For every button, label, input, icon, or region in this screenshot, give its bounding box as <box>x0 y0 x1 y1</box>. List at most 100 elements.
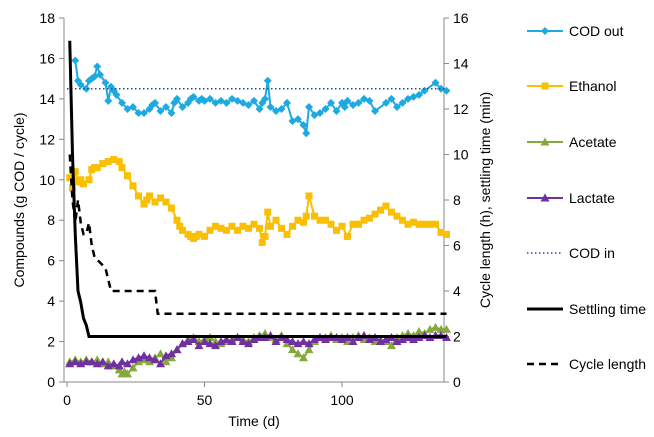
acetate-point <box>403 328 413 337</box>
ethanol-point <box>239 222 247 230</box>
ethanol-point <box>115 158 123 166</box>
lactate-point <box>299 337 308 346</box>
ethanol-point <box>140 200 148 208</box>
cod-out-point <box>129 102 137 111</box>
lactate-point <box>128 355 138 364</box>
cod-out-point <box>162 102 170 111</box>
acetate-point <box>442 324 451 333</box>
cod-out-point <box>283 98 291 107</box>
lactate-point <box>271 337 281 346</box>
lactate-point <box>172 345 182 354</box>
ethanol-point <box>228 222 236 230</box>
tick-labels: 0 2 4 6 8 10 12 14 16 18 0 2 4 6 8 10 12 14 16 0 50 100 <box>39 10 468 408</box>
acetate-point <box>288 345 297 354</box>
cod-out-point <box>398 98 407 107</box>
y-right-tick-label: 16 <box>453 10 469 26</box>
cod-out-point <box>365 96 374 105</box>
ethanol-point <box>278 224 285 232</box>
lactate-point <box>76 359 86 368</box>
y-left-tick-label: 8 <box>47 212 55 228</box>
ethanol-point <box>371 210 379 218</box>
ethanol-point <box>443 230 450 238</box>
cod-out-point <box>76 80 85 89</box>
ethanol-point <box>333 226 340 234</box>
series-group <box>65 40 451 378</box>
legend-label: Acetate <box>569 134 617 150</box>
legend-label: COD in <box>569 245 615 261</box>
ethanol-point <box>256 224 263 232</box>
acetate-point <box>167 353 176 362</box>
ethanol-point <box>223 226 230 234</box>
y-axis-left-title: Compounds (g COD / cycle) <box>11 112 27 287</box>
cycle-length-line <box>68 154 447 315</box>
lactate-point <box>87 357 97 366</box>
lactate-point <box>145 353 154 362</box>
acetate-point <box>128 363 138 372</box>
acetate-point <box>425 324 435 333</box>
series-cycle-length <box>68 154 447 315</box>
lactate-point <box>123 359 132 368</box>
lactate-point <box>381 335 391 344</box>
lactate-point <box>376 337 385 346</box>
cod-out-point <box>101 78 110 87</box>
cod-out-point <box>299 121 308 130</box>
ethanol-point <box>289 222 296 230</box>
ethanol-point <box>421 220 428 228</box>
ethanol-point <box>322 216 329 224</box>
ethanol-point <box>195 230 203 238</box>
ethanol-point <box>93 164 101 172</box>
cod-out-point <box>173 94 181 103</box>
ethanol-point <box>135 192 142 200</box>
cod-out-point <box>302 129 311 138</box>
cod-out-point <box>189 92 198 101</box>
cod-out-point <box>167 109 176 118</box>
cod-out-point <box>263 76 272 85</box>
legend-item-acetate: Acetate <box>527 134 617 150</box>
cod-out-point <box>134 109 143 118</box>
cod-out-point <box>371 107 379 116</box>
cod-out-point <box>112 90 121 99</box>
y-left-tick-label: 10 <box>39 172 55 188</box>
ethanol-point <box>344 232 351 240</box>
cod-out-point <box>104 96 113 105</box>
lactate-point <box>103 361 113 370</box>
cod-out-point <box>340 102 349 111</box>
cod-out-point <box>206 94 214 103</box>
legend: COD out Ethanol Acetate Lactate COD in Settli… <box>527 23 646 372</box>
ethanol-point <box>99 160 107 168</box>
acetate-point <box>304 345 314 354</box>
lactate-point <box>337 335 347 344</box>
cod-out-point <box>382 98 390 107</box>
y-right-tick-label: 10 <box>453 147 469 163</box>
y-left-tick-label: 18 <box>39 10 55 26</box>
x-axis-title: Time (d) <box>228 413 280 429</box>
ethanol-point <box>173 216 181 224</box>
cod-out-point <box>96 70 104 79</box>
cod-out-point <box>343 96 352 105</box>
lactate-point <box>156 359 165 368</box>
lactate-point <box>178 339 187 348</box>
ethanol-point <box>77 176 85 184</box>
ethanol-point <box>157 194 164 202</box>
ethanol-point <box>245 224 252 232</box>
x-tick-label: 50 <box>197 392 213 408</box>
y-axis-right-title: Cycle length (h), settling time (min) <box>477 92 493 308</box>
legend-label: COD out <box>569 23 624 39</box>
ethanol-point <box>272 216 280 224</box>
ethanol-point <box>432 220 439 228</box>
cod-out-point <box>266 102 275 111</box>
lactate-point <box>139 351 149 360</box>
legend-label: Cycle length <box>569 356 646 372</box>
lactate-point <box>150 355 160 364</box>
legend-item-lactate: Lactate <box>527 190 615 206</box>
ethanol-point <box>305 192 313 200</box>
y-right-tick-label: 12 <box>453 101 469 117</box>
acetate-point <box>431 322 440 331</box>
cod-out-point <box>222 98 231 107</box>
ethanol-point <box>206 226 214 234</box>
cod-out-point <box>393 102 401 111</box>
lactate-point <box>161 351 171 360</box>
acetate-point <box>92 355 102 364</box>
ethanol-point <box>176 222 184 230</box>
